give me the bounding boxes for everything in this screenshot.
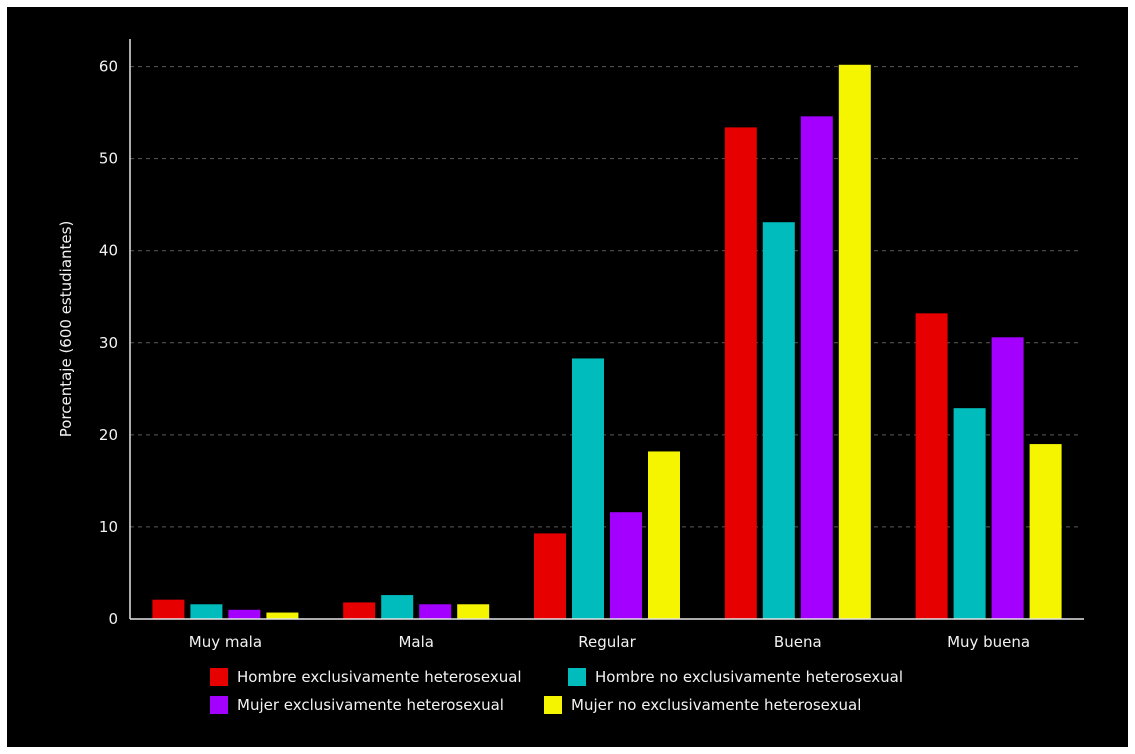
axes <box>129 39 1084 620</box>
x-tick-label: Regular <box>578 633 636 651</box>
y-axis-label: Porcentaje (600 estudiantes) <box>57 221 75 438</box>
tick-labels: 0 10 20 30 40 50 60 Muy mala Mala Regular Buena Muy… <box>99 58 1030 651</box>
y-tick-label: 40 <box>99 242 118 260</box>
bar <box>190 604 223 619</box>
bar <box>762 222 795 619</box>
y-tick-label: 10 <box>99 518 118 536</box>
legend: Hombre exclusivamente heterosexual Hombre… <box>210 668 903 714</box>
chart-panel: 0 10 20 30 40 50 60 Muy mala Mala Regular Buena Muy… <box>7 7 1128 747</box>
y-tick-label: 50 <box>99 150 118 168</box>
bar <box>953 408 986 619</box>
bar <box>343 602 376 619</box>
bar <box>457 604 490 619</box>
bar <box>838 64 871 620</box>
bar <box>534 533 566 619</box>
legend-swatch <box>210 668 228 686</box>
bar <box>800 116 833 619</box>
legend-label: Hombre no exclusivamente heterosexual <box>595 668 903 686</box>
bars <box>152 64 1062 620</box>
legend-swatch <box>544 696 562 714</box>
legend-swatch <box>568 668 586 686</box>
bar <box>381 595 414 619</box>
legend-label: Mujer exclusivamente heterosexual <box>237 696 504 714</box>
legend-label: Hombre exclusivamente heterosexual <box>237 668 522 686</box>
bar <box>610 512 642 619</box>
y-tick-label: 30 <box>99 334 118 352</box>
bar <box>648 451 680 619</box>
x-tick-label: Muy mala <box>189 633 262 651</box>
bar <box>1029 444 1062 619</box>
bar <box>419 604 452 619</box>
bar-chart: 0 10 20 30 40 50 60 Muy mala Mala Regular Buena Muy… <box>57 39 1084 714</box>
bar <box>724 127 757 619</box>
bar <box>266 612 299 619</box>
legend-label: Mujer no exclusivamente heterosexual <box>571 696 861 714</box>
x-tick-label: Muy buena <box>947 633 1030 651</box>
x-tick-label: Mala <box>398 633 434 651</box>
legend-swatch <box>210 696 228 714</box>
x-tick-label: Buena <box>774 633 822 651</box>
bar <box>915 313 948 619</box>
bar <box>572 358 604 619</box>
bar <box>152 599 185 619</box>
bar <box>228 609 261 619</box>
y-tick-label: 0 <box>108 610 118 628</box>
y-tick-label: 60 <box>99 58 118 76</box>
bar <box>991 337 1024 619</box>
y-tick-label: 20 <box>99 426 118 444</box>
